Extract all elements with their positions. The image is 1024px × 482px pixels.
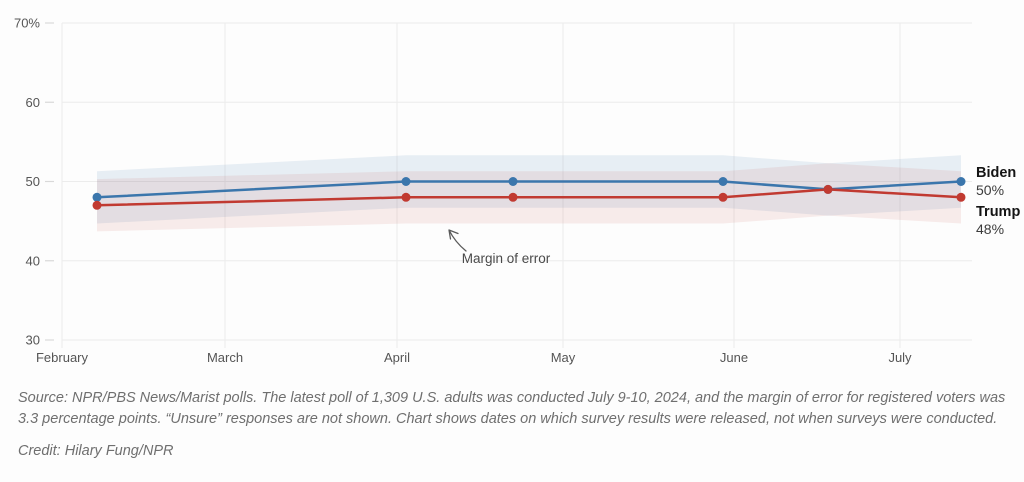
trump-line [95, 188, 963, 207]
y-tick-label: 60 [26, 95, 40, 110]
x-tick-label: March [207, 350, 243, 365]
y-tick-label: 70% [14, 16, 40, 31]
trump-end-label: Trump [976, 204, 1020, 220]
biden-end-label: Biden [976, 165, 1016, 181]
x-tick-label: February [36, 350, 89, 365]
y-tick-label: 50 [26, 174, 40, 189]
credit-note: Credit: Hilary Fung/NPR [18, 443, 174, 460]
biden-data-point [718, 177, 728, 186]
y-tick-label: 30 [26, 333, 40, 348]
biden-data-point [508, 177, 518, 186]
footer: Source: NPR/PBS News/Marist polls. The l… [18, 388, 1006, 469]
biden-end-value: 50% [976, 182, 1004, 198]
y-tick-label: 40 [26, 253, 40, 268]
moe-annotation-label: Margin of error [462, 251, 551, 266]
x-tick-label: July [888, 350, 912, 365]
x-tick-label: April [384, 350, 410, 365]
trump-end-value: 48% [976, 221, 1004, 237]
trump-data-point [956, 192, 966, 202]
trump-data-point [92, 200, 102, 210]
trump-data-point [508, 192, 518, 202]
chart-generated: 70% 60 50 40 30 February March April May June July [14, 16, 972, 365]
poll-chart-svg: 70% 60 50 40 30 February March April May June July… [14, 16, 1020, 366]
x-tick-label: June [720, 350, 748, 365]
biden-moe-band [97, 155, 961, 224]
x-tick-label: May [551, 350, 576, 365]
biden-data-point [401, 177, 411, 186]
trump-data-point [823, 184, 833, 194]
biden-line [95, 180, 963, 199]
biden-data-point [956, 177, 966, 186]
moe-annotation: Margin of error [448, 229, 551, 266]
trump-data-point [718, 192, 728, 202]
moe-arrow-icon [448, 229, 467, 252]
end-labels: Biden 50% Trump 48% [976, 165, 1020, 237]
source-note: Source: NPR/PBS News/Marist polls. The l… [18, 390, 1006, 428]
trump-data-point [401, 192, 411, 202]
biden-data-point [92, 192, 102, 202]
